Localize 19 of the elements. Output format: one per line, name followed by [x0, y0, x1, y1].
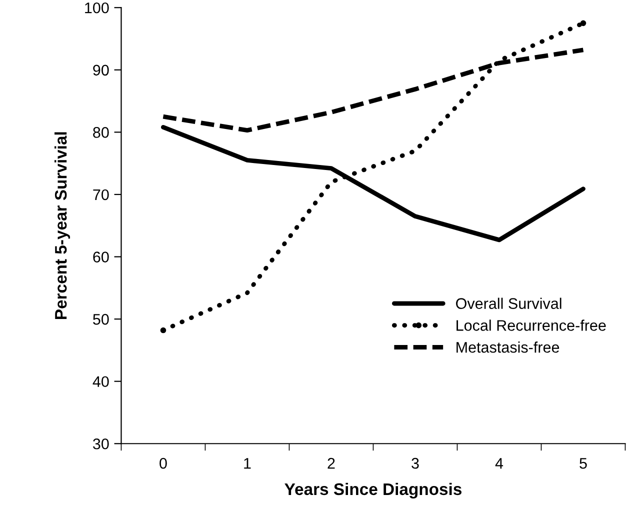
legend-label: Overall Survival — [456, 298, 562, 309]
legend-label: Local Recurrence-free — [456, 320, 606, 331]
legend-label: Metastasis-free — [456, 342, 560, 353]
y-tick-label: 30 — [93, 438, 109, 450]
y-tick-label: 90 — [93, 64, 109, 76]
y-tick-label: 80 — [93, 127, 109, 138]
y-tick-label: 40 — [92, 376, 109, 388]
y-tick-label: 60 — [93, 252, 109, 262]
y-tick-label: 70 — [93, 189, 109, 200]
x-tick-label: 1 — [244, 458, 251, 469]
x-tick-label: 2 — [328, 458, 335, 469]
y-tick-label: 50 — [93, 314, 109, 325]
x-tick-label: 3 — [412, 458, 419, 469]
x-tick-label: 5 — [580, 458, 587, 469]
x-tick-label: 0 — [160, 458, 167, 469]
x-axis-title: Years Since Diagnosis — [284, 482, 462, 498]
y-axis-title: Percent 5-year Survivial — [54, 132, 70, 319]
y-tick-label: 100 — [85, 2, 109, 14]
x-tick-label: 4 — [495, 458, 504, 469]
